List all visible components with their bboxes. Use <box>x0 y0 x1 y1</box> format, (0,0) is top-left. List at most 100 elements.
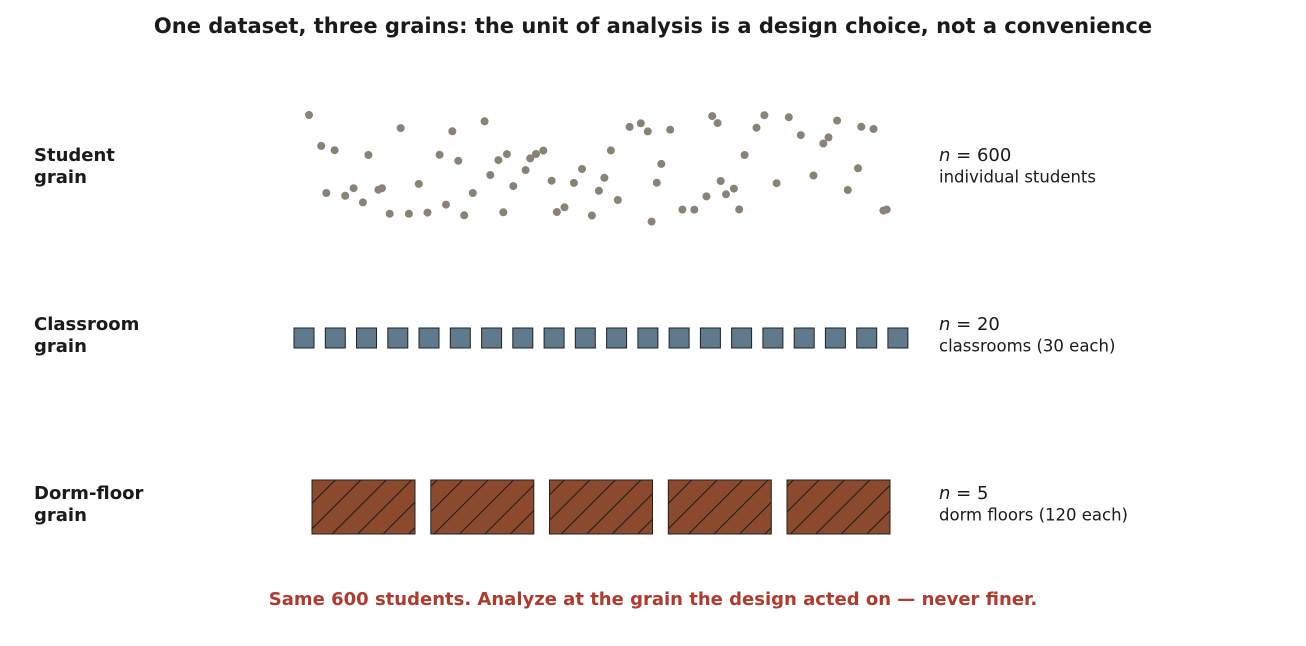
student-dot <box>509 182 518 191</box>
student-dot <box>819 139 828 148</box>
student-dot <box>652 178 661 187</box>
student-dot <box>636 119 645 128</box>
student-dot <box>729 184 738 193</box>
student-dot <box>708 112 717 121</box>
student-dot <box>824 133 833 142</box>
student-dot <box>869 125 878 133</box>
row-label: Student <box>34 145 115 166</box>
n-symbol: n <box>939 483 950 504</box>
student-dot <box>625 122 634 131</box>
row-label: Classroom <box>34 314 139 335</box>
student-dot <box>569 178 578 187</box>
dorm-floor-block <box>786 479 891 535</box>
student-dot <box>349 184 358 193</box>
count-value: = 5 <box>956 483 988 504</box>
student-dot <box>330 146 339 155</box>
classroom-square <box>512 327 534 349</box>
student-dot <box>442 200 450 209</box>
student-dot <box>854 164 862 173</box>
student-dot <box>364 151 373 159</box>
classroom-square <box>387 327 409 349</box>
student-dot <box>547 176 556 185</box>
student-dot <box>454 156 463 165</box>
description: individual students <box>939 168 1096 187</box>
classroom-square <box>481 327 503 349</box>
student-dot <box>760 111 769 120</box>
count-value: = 600 <box>956 145 1011 166</box>
student-dot <box>678 205 687 214</box>
dorm-floor-block <box>667 479 772 535</box>
student-dot <box>552 208 561 216</box>
student-dot <box>521 166 530 175</box>
student-dot <box>494 156 503 165</box>
student-dot <box>378 184 386 193</box>
classroom-square <box>824 327 846 349</box>
classroom-square <box>356 327 377 349</box>
classroom-square <box>668 327 690 349</box>
student-dot <box>735 205 744 214</box>
row-label: Dorm-floor <box>34 483 143 504</box>
classroom-square <box>324 327 346 349</box>
student-dot <box>809 171 818 180</box>
student-dot <box>833 116 842 125</box>
student-dot <box>448 127 457 136</box>
n-symbol: n <box>939 145 950 166</box>
count-value: = 20 <box>956 314 1000 335</box>
dorm-floor-blocks <box>311 479 891 535</box>
student-dot <box>435 150 444 159</box>
classroom-square <box>543 327 565 349</box>
row-label: grain <box>34 505 87 526</box>
student-dot <box>843 186 852 194</box>
student-dot <box>752 123 761 132</box>
count: n = 20 <box>939 314 1000 335</box>
classroom-square <box>762 327 784 349</box>
n-symbol: n <box>939 314 950 335</box>
student-dot <box>772 179 781 188</box>
student-dot <box>404 209 413 218</box>
student-dot <box>480 117 489 126</box>
classroom-square <box>731 327 753 349</box>
classroom-square <box>856 327 878 349</box>
student-dot <box>643 127 652 136</box>
classroom-square <box>606 327 628 349</box>
student-dots <box>305 111 891 226</box>
student-dot <box>784 113 793 122</box>
description: dorm floors (120 each) <box>939 506 1128 525</box>
student-dot <box>358 198 367 207</box>
student-dot <box>499 208 508 217</box>
row-label: grain <box>34 336 87 357</box>
student-dot <box>716 177 725 185</box>
student-dot <box>796 131 805 140</box>
student-dot <box>882 205 891 214</box>
count: n = 5 <box>939 483 988 504</box>
student-dot <box>600 173 609 182</box>
classroom-square <box>574 327 596 349</box>
student-dot <box>396 124 405 133</box>
student-dot <box>606 146 615 155</box>
student-dot <box>502 150 511 159</box>
description: classrooms (30 each) <box>939 337 1115 356</box>
student-dot <box>690 205 699 214</box>
student-dot <box>305 111 313 119</box>
classroom-square <box>449 327 471 349</box>
classroom-square <box>699 327 721 349</box>
dorm-floor-block <box>549 479 653 535</box>
count: n = 600 <box>939 145 1011 166</box>
student-dot <box>722 190 730 199</box>
student-dot <box>414 179 423 188</box>
student-dot <box>740 151 749 159</box>
student-dot <box>578 165 586 173</box>
student-dot <box>594 186 603 195</box>
student-dot <box>702 192 711 201</box>
dorm-floor-block <box>311 479 416 535</box>
student-dot <box>486 171 495 179</box>
student-dot <box>613 196 622 204</box>
student-dot <box>713 119 722 128</box>
student-dot <box>657 159 666 168</box>
student-dot <box>317 141 326 150</box>
dorm-floor-block <box>430 479 535 535</box>
student-dot <box>460 211 469 220</box>
title: One dataset, three grains: the unit of a… <box>154 14 1152 38</box>
classroom-square <box>293 327 315 349</box>
